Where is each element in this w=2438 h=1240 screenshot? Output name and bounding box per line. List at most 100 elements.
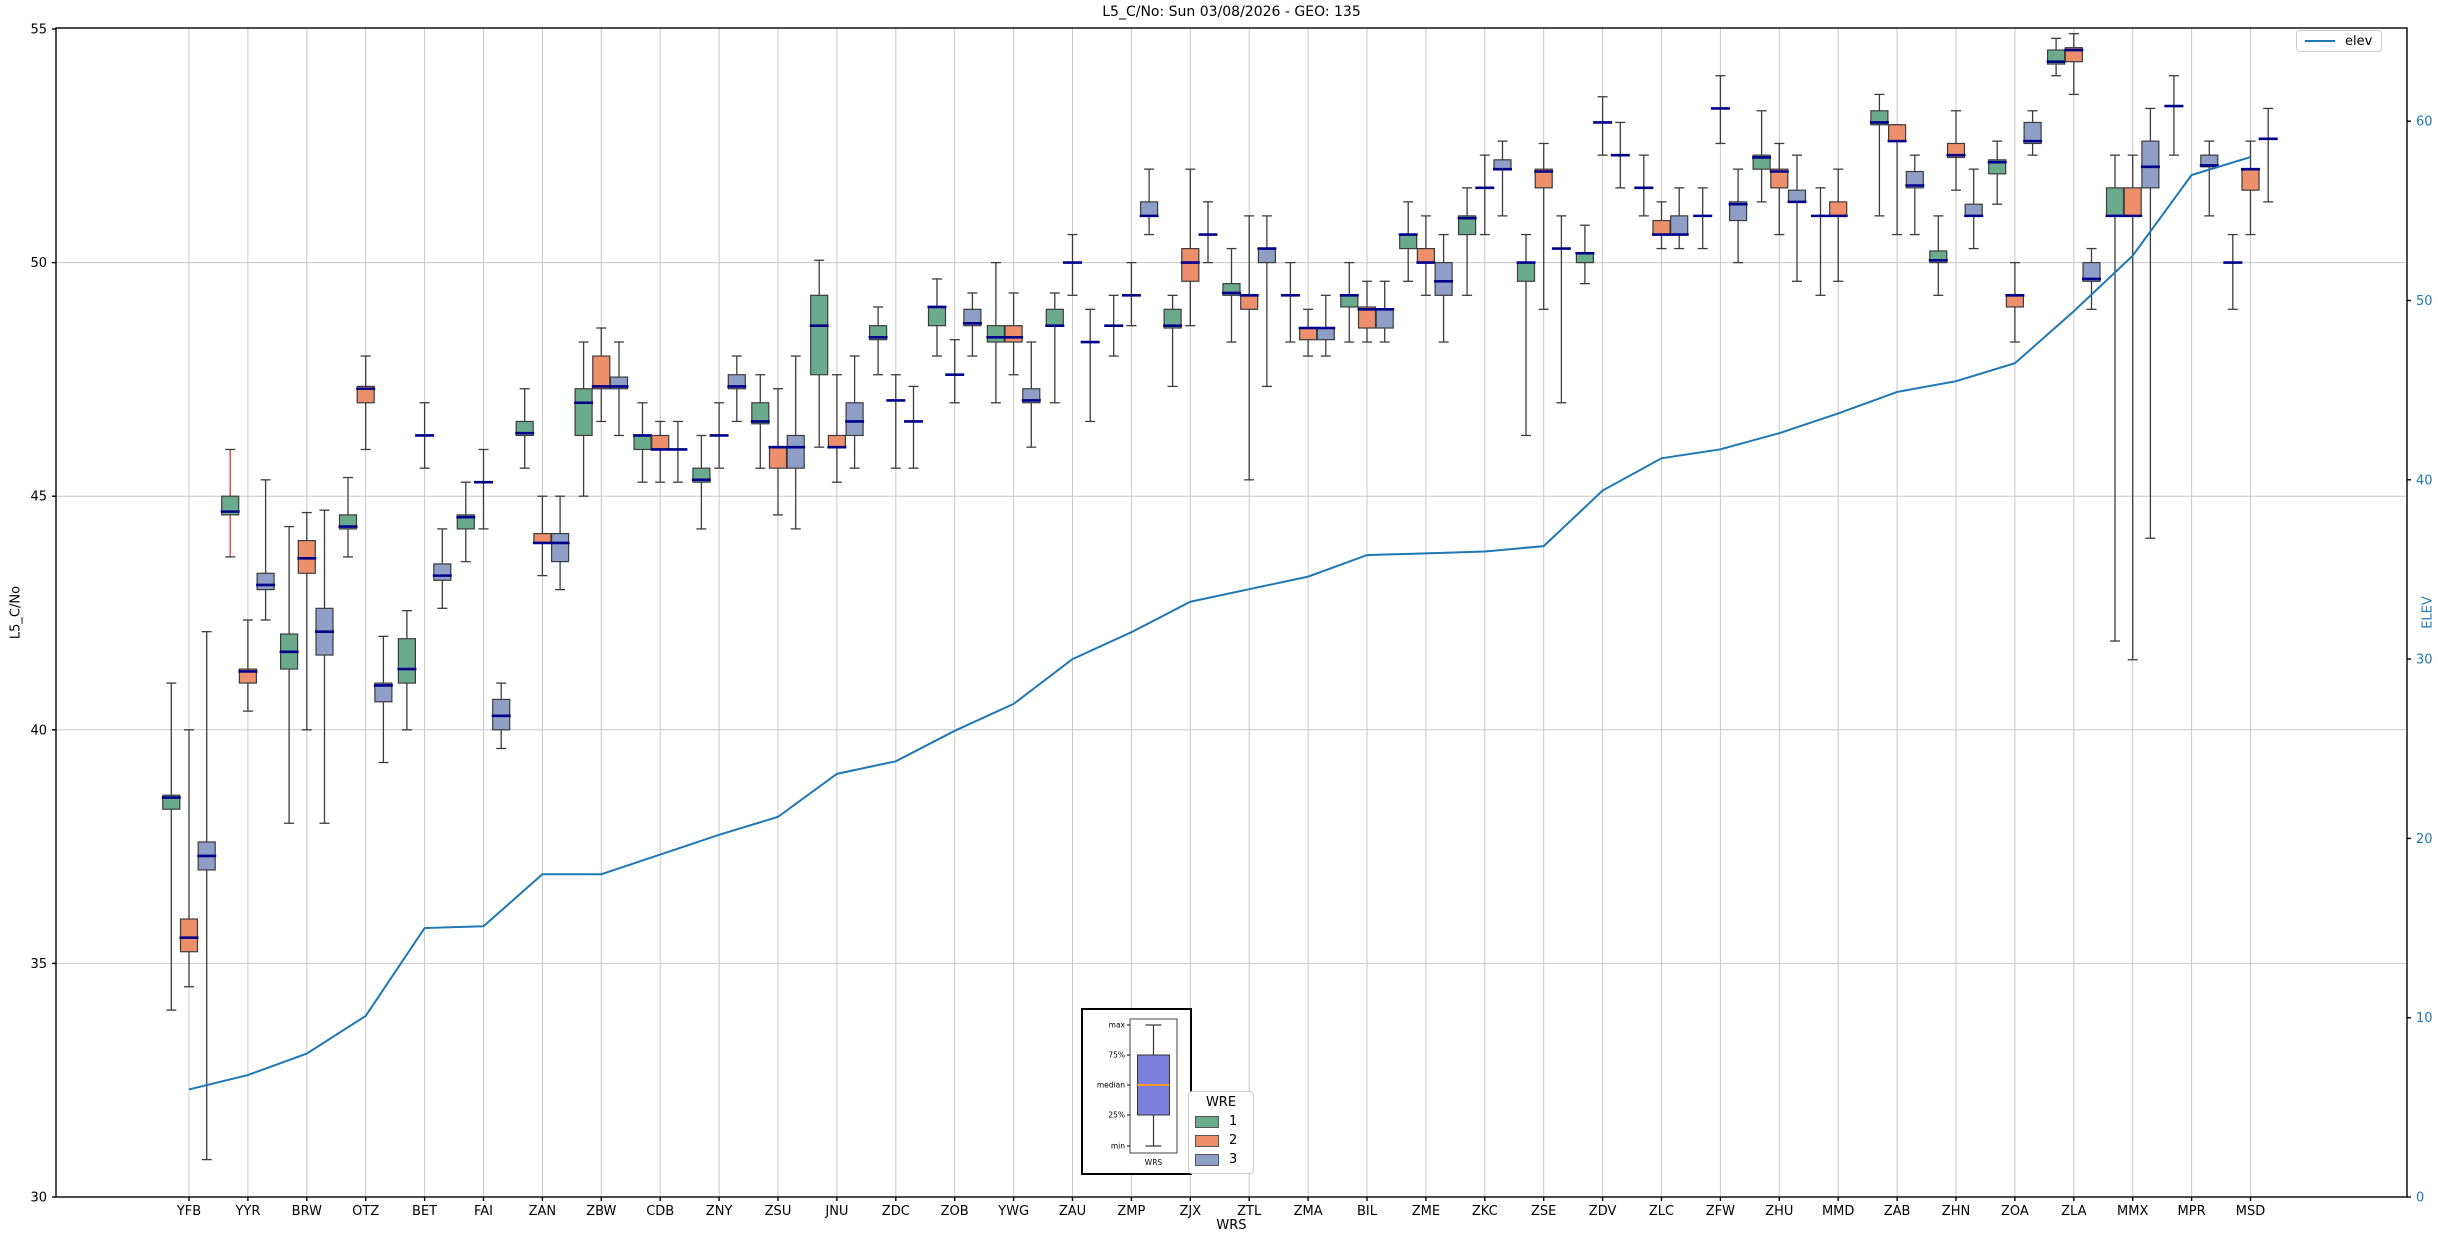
ytick-right-label-50: 50 xyxy=(2416,294,2433,309)
boxplot-BIL-wre3 xyxy=(1375,280,1395,343)
boxplot-OTZ-wre2 xyxy=(356,355,376,451)
boxplot-ZDC-wre2 xyxy=(886,374,906,469)
boxplot-ZAB-wre1 xyxy=(1869,93,1889,217)
box-MMD-wre2 xyxy=(1829,201,1848,217)
boxplot-YFB-wre3 xyxy=(197,631,217,1161)
boxplot-ZSU-wre2 xyxy=(768,388,788,516)
boxplot-BIL-wre1 xyxy=(1339,261,1359,343)
boxplot-ZAB-wre3 xyxy=(1905,154,1925,236)
boxplot-ZDV-wre3 xyxy=(1610,121,1630,189)
boxplot-YFB-wre1 xyxy=(161,682,181,1011)
box-ZSE-wre1 xyxy=(1516,262,1536,282)
box-ZAU-wre1 xyxy=(1045,308,1064,327)
inset-x-label: WRS xyxy=(1145,1158,1163,1167)
box-ZSU-wre3 xyxy=(786,434,805,469)
boxplot-ZHU-wre3 xyxy=(1787,154,1807,282)
wre-legend-title: WRE xyxy=(1205,1095,1237,1110)
box-BET-wre3 xyxy=(433,563,452,581)
box-MMX-wre1 xyxy=(2105,187,2125,217)
ytick-left-label-35: 35 xyxy=(30,957,47,972)
x-axis-label: WRS xyxy=(1216,1218,1247,1233)
box-BIL-wre1 xyxy=(1340,294,1359,308)
boxplot-ZMA-wre2 xyxy=(1298,308,1318,357)
boxplot-MSD-wre3 xyxy=(2258,107,2278,203)
boxplot-ZNY-wre2 xyxy=(709,402,729,469)
wre-2-swatch xyxy=(1195,1134,1219,1147)
box-ZKC-wre3 xyxy=(1493,159,1512,170)
box-ZHN-wre1 xyxy=(1929,250,1948,264)
boxplot-ZMA-wre1 xyxy=(1280,261,1300,343)
wre-legend-entry-1: 1 xyxy=(1195,1112,1247,1131)
ytick-left-label-30: 30 xyxy=(30,1191,47,1206)
inset-label-min: min xyxy=(1111,1142,1125,1151)
box-ZBW-wre3 xyxy=(609,376,629,390)
boxplot-YWG-wre3 xyxy=(1021,341,1041,448)
boxplot-ZSE-wre1 xyxy=(1516,233,1536,437)
boxplot-JNU-wre1 xyxy=(809,259,829,448)
boxplot-ZSU-wre1 xyxy=(750,374,770,469)
inset-label-median: median xyxy=(1097,1081,1125,1090)
boxplot-ZDC-wre1 xyxy=(868,306,888,376)
boxplot-MMX-wre3 xyxy=(2140,107,2160,539)
xtick-label-ZAB: ZAB xyxy=(1884,1204,1911,1219)
xtick-label-FAI: FAI xyxy=(474,1204,493,1219)
inset-label-75%: 75% xyxy=(1108,1051,1125,1060)
boxplot-ZME-wre2 xyxy=(1416,215,1436,296)
box-ZTL-wre2 xyxy=(1240,294,1259,310)
boxplot-BRW-wre3 xyxy=(315,509,334,824)
boxplot-ZLA-wre3 xyxy=(2082,247,2101,310)
xtick-label-YWG: YWG xyxy=(997,1204,1029,1219)
xtick-label-OTZ: OTZ xyxy=(352,1204,379,1219)
boxplot-ZAN-wre1 xyxy=(515,388,535,469)
xtick-label-JNU: JNU xyxy=(824,1204,848,1219)
boxplot-ZKC-wre1 xyxy=(1457,187,1477,296)
xtick-label-ZSE: ZSE xyxy=(1531,1204,1556,1219)
elev-line xyxy=(188,156,2251,1091)
wre-legend-entry-2: 2 xyxy=(1195,1131,1247,1150)
ytick-right-label-20: 20 xyxy=(2416,832,2433,847)
boxplot-JNU-wre3 xyxy=(845,355,865,469)
boxplot-ZLC-wre3 xyxy=(1669,187,1689,250)
chart-title: L5_C/No: Sun 03/08/2026 - GEO: 135 xyxy=(1102,4,1361,20)
xtick-label-ZAU: ZAU xyxy=(1059,1204,1086,1219)
xtick-label-ZMA: ZMA xyxy=(1294,1204,1323,1219)
boxplot-ZSE-wre2 xyxy=(1534,142,1554,310)
elev-legend: elev xyxy=(2296,30,2382,52)
inset-axes-frame xyxy=(1129,1018,1178,1154)
boxplot-ZKC-wre3 xyxy=(1493,140,1512,217)
boxplot-ZMP-wre1 xyxy=(1104,294,1124,357)
boxplot-ZOB-wre1 xyxy=(927,278,947,357)
wre-legend-entry-3: 3 xyxy=(1195,1150,1247,1169)
boxplot-BRW-wre2 xyxy=(297,511,317,731)
boxplot-ZDC-wre3 xyxy=(904,385,923,469)
box-ZOA-wre3 xyxy=(2023,121,2042,145)
boxplot-ZLC-wre1 xyxy=(1634,154,1654,217)
boxplot-explainer-inset: max 75% median 25% min WRS xyxy=(1081,1008,1192,1175)
boxplot-ZDV-wre2 xyxy=(1593,96,1613,156)
boxplot-ZAU-wre2 xyxy=(1063,233,1082,296)
box-ZLA-wre3 xyxy=(2082,262,2101,282)
boxplot-FAI-wre2 xyxy=(474,448,493,530)
box-YFB-wre2 xyxy=(179,918,199,953)
xtick-label-ZFW: ZFW xyxy=(1706,1204,1735,1219)
ytick-right-label-10: 10 xyxy=(2416,1011,2433,1026)
box-ZOA-wre2 xyxy=(2005,294,2025,308)
boxplot-ZNY-wre1 xyxy=(691,434,711,530)
xtick-label-YFB: YFB xyxy=(176,1204,201,1219)
boxplot-YWG-wre1 xyxy=(986,261,1006,404)
box-MMX-wre2 xyxy=(2123,187,2142,217)
xtick-label-MMX: MMX xyxy=(2117,1204,2148,1219)
box-ZBW-wre2 xyxy=(592,355,611,390)
box-ZMP-wre3 xyxy=(1139,201,1159,217)
boxplot-BRW-wre1 xyxy=(279,525,299,824)
boxplot-YYR-wre1 xyxy=(220,448,240,558)
boxplot-MMX-wre1 xyxy=(2105,154,2125,642)
box-YYR-wre3 xyxy=(256,572,275,591)
ytick-right-label-40: 40 xyxy=(2416,473,2433,488)
xtick-label-MPR: MPR xyxy=(2178,1204,2206,1219)
boxplot-BET-wre1 xyxy=(397,610,417,731)
box-ZFW-wre3 xyxy=(1728,201,1748,222)
boxplot-ZSE-wre3 xyxy=(1551,215,1571,404)
boxplot-ZHN-wre2 xyxy=(1946,110,1966,191)
